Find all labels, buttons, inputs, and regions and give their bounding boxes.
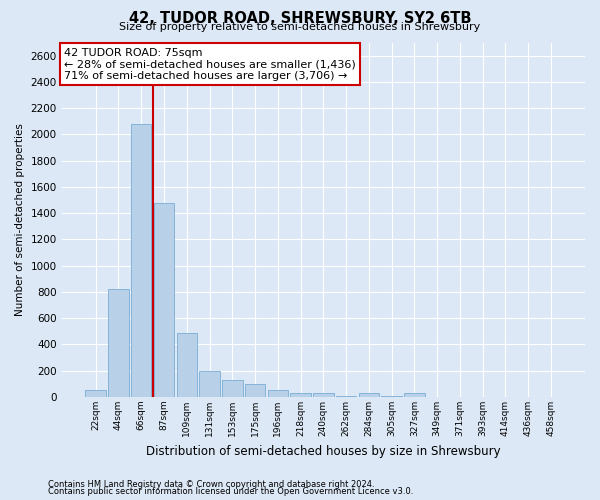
Bar [108, 290, 129, 397]
Y-axis label: Number of semi-detached properties: Number of semi-detached properties [15, 124, 25, 316]
Bar [222, 380, 242, 397]
Text: Contains public sector information licensed under the Open Government Licence v3: Contains public sector information licen… [48, 487, 413, 496]
Bar [245, 384, 265, 397]
Bar [404, 393, 425, 397]
Bar [199, 371, 220, 397]
Bar [268, 390, 288, 397]
Text: Size of property relative to semi-detached houses in Shrewsbury: Size of property relative to semi-detach… [119, 22, 481, 32]
Bar [382, 396, 402, 397]
X-axis label: Distribution of semi-detached houses by size in Shrewsbury: Distribution of semi-detached houses by … [146, 444, 500, 458]
Bar [290, 393, 311, 397]
Bar [154, 202, 174, 397]
Bar [85, 390, 106, 397]
Text: Contains HM Land Registry data © Crown copyright and database right 2024.: Contains HM Land Registry data © Crown c… [48, 480, 374, 489]
Text: 42 TUDOR ROAD: 75sqm
← 28% of semi-detached houses are smaller (1,436)
71% of se: 42 TUDOR ROAD: 75sqm ← 28% of semi-detac… [64, 48, 356, 81]
Text: 42, TUDOR ROAD, SHREWSBURY, SY2 6TB: 42, TUDOR ROAD, SHREWSBURY, SY2 6TB [129, 11, 471, 26]
Bar [336, 396, 356, 397]
Bar [313, 393, 334, 397]
Bar [176, 332, 197, 397]
Bar [359, 393, 379, 397]
Bar [131, 124, 151, 397]
